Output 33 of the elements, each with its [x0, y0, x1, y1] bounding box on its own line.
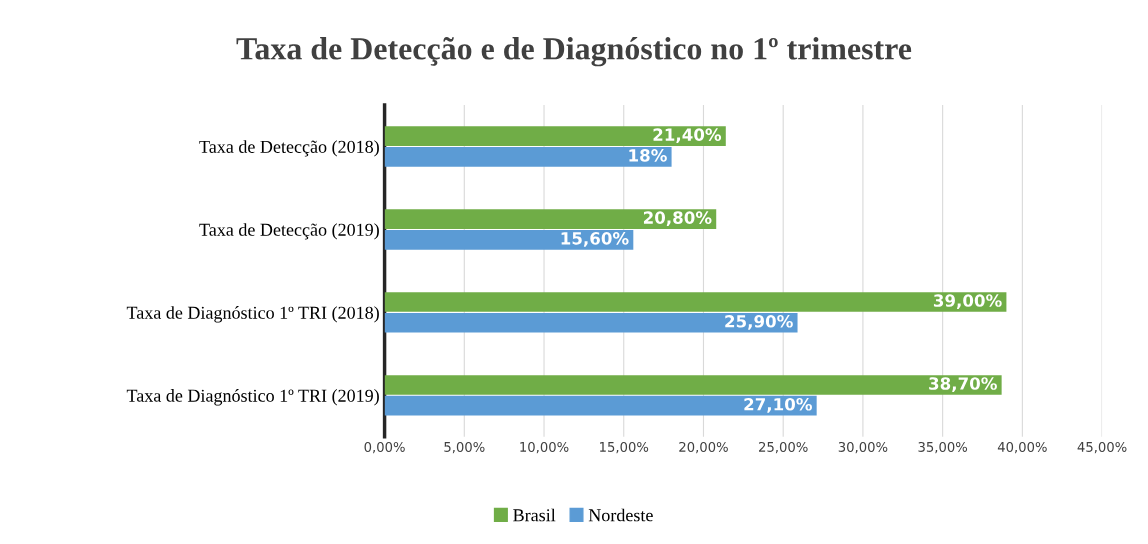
data-label: 18%	[629, 149, 667, 162]
legend-label: Brasil	[513, 508, 556, 522]
data-label: 38,70%	[929, 377, 997, 392]
bar	[384, 375, 1002, 395]
x-tick-label: 5,00%	[444, 441, 485, 454]
x-tick-label: 25,00%	[759, 441, 808, 454]
bar	[384, 292, 1007, 312]
data-label: 21,40%	[653, 128, 722, 144]
x-tick-label: 0,00%	[364, 441, 405, 454]
bar	[384, 126, 726, 146]
x-tick-label: 35,00%	[918, 441, 968, 454]
data-label: 20,80%	[643, 211, 712, 227]
y-tick-label: Taxa de Detecção (2018)	[199, 140, 379, 157]
bar	[384, 209, 717, 229]
bar	[384, 146, 672, 167]
data-label: 25,90%	[725, 314, 793, 330]
y-tick-label: Taxa de Diagnóstico 1º TRI (2018)	[126, 306, 379, 323]
bar	[384, 312, 798, 333]
data-label: 39,00%	[933, 294, 1002, 309]
bar	[384, 229, 634, 250]
y-tick-label: Taxa de Diagnóstico 1º TRI (2019)	[126, 389, 379, 406]
chart-title: Taxa de Detecção e de Diagnóstico no 1º trimestre	[236, 37, 912, 67]
legend-label: Nordeste	[588, 508, 653, 522]
data-label: 27,10%	[744, 397, 812, 413]
y-tick-label: Taxa de Detecção (2019)	[199, 223, 379, 240]
bar	[384, 395, 817, 416]
data-label: 15,60%	[561, 232, 629, 247]
x-tick-label: 30,00%	[838, 441, 888, 454]
x-tick-label: 45,00%	[1077, 441, 1127, 454]
x-tick-label: 40,00%	[997, 441, 1047, 454]
x-tick-label: 10,00%	[520, 441, 569, 454]
x-tick-label: 20,00%	[679, 441, 728, 454]
x-tick-label: 15,00%	[600, 441, 649, 454]
